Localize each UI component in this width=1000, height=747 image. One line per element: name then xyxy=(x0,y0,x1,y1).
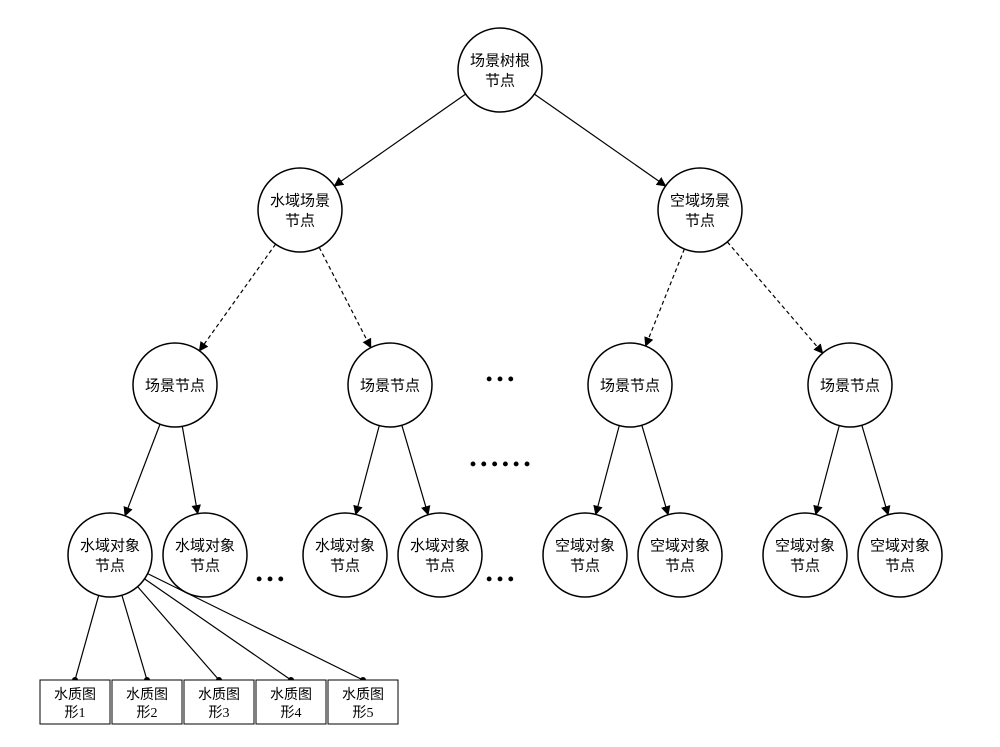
svg-text:形2: 形2 xyxy=(137,705,158,721)
edge-s4-a4 xyxy=(862,425,888,514)
node-w4: 水域对象节点 xyxy=(398,513,482,597)
edge-air-s3 xyxy=(646,249,685,346)
svg-text:水域场景: 水域场景 xyxy=(270,192,330,209)
edge-water-s1 xyxy=(199,244,275,351)
leaf-edge xyxy=(122,595,147,680)
edge-s4-a3 xyxy=(816,426,840,515)
svg-text:水质图: 水质图 xyxy=(342,687,384,703)
svg-text:水域对象: 水域对象 xyxy=(315,537,375,554)
svg-text:形1: 形1 xyxy=(65,705,86,721)
edge-s2-w3 xyxy=(356,426,380,515)
svg-text:水质图: 水质图 xyxy=(198,687,240,703)
svg-text:空域对象: 空域对象 xyxy=(775,537,835,554)
node-air: 空域场景节点 xyxy=(658,168,742,252)
node-root: 场景树根节点 xyxy=(458,28,542,112)
leaf-5: 水质图形5 xyxy=(328,680,398,724)
svg-text:水域对象: 水域对象 xyxy=(80,537,140,554)
node-water: 水域场景节点 xyxy=(258,168,342,252)
svg-text:节点: 节点 xyxy=(885,557,915,574)
leaf-edge xyxy=(138,587,219,680)
svg-text:水质图: 水质图 xyxy=(270,687,312,703)
svg-text:节点: 节点 xyxy=(485,72,515,89)
svg-text:场景节点: 场景节点 xyxy=(820,377,880,394)
svg-text:节点: 节点 xyxy=(95,557,125,574)
svg-text:形3: 形3 xyxy=(209,705,230,721)
svg-text:空域对象: 空域对象 xyxy=(555,537,615,554)
svg-text:节点: 节点 xyxy=(685,212,715,229)
node-s1: 场景节点 xyxy=(133,343,217,427)
node-w2: 水域对象节点 xyxy=(163,513,247,597)
svg-text:水域对象: 水域对象 xyxy=(175,537,235,554)
svg-text:空域对象: 空域对象 xyxy=(650,537,710,554)
svg-text:节点: 节点 xyxy=(570,557,600,574)
node-a2: 空域对象节点 xyxy=(638,513,722,597)
node-s4: 场景节点 xyxy=(808,343,892,427)
svg-text:水质图: 水质图 xyxy=(54,687,96,703)
ellipsis: • • • xyxy=(256,569,284,589)
leaf-4: 水质图形4 xyxy=(256,680,326,724)
leaf-2: 水质图形2 xyxy=(112,680,182,724)
svg-text:节点: 节点 xyxy=(285,212,315,229)
svg-text:场景节点: 场景节点 xyxy=(600,377,660,394)
svg-text:节点: 节点 xyxy=(665,557,695,574)
ellipsis: • • • xyxy=(486,369,514,389)
svg-text:空域场景: 空域场景 xyxy=(670,192,730,209)
leaf-1: 水质图形1 xyxy=(40,680,110,724)
svg-text:形4: 形4 xyxy=(281,705,302,721)
svg-text:形5: 形5 xyxy=(353,705,374,721)
svg-text:节点: 节点 xyxy=(330,557,360,574)
edge-water-s2 xyxy=(319,247,371,347)
node-a1: 空域对象节点 xyxy=(543,513,627,597)
svg-text:场景节点: 场景节点 xyxy=(145,377,205,394)
svg-text:节点: 节点 xyxy=(425,557,455,574)
svg-text:水域对象: 水域对象 xyxy=(410,537,470,554)
edge-s3-a2 xyxy=(642,425,668,514)
ellipsis: • • • xyxy=(486,569,514,589)
edge-s3-a1 xyxy=(596,426,620,515)
edge-s1-w2 xyxy=(182,426,197,513)
svg-text:场景节点: 场景节点 xyxy=(360,377,420,394)
edge-air-s4 xyxy=(727,242,822,353)
svg-text:场景树根: 场景树根 xyxy=(470,52,530,69)
svg-text:水质图: 水质图 xyxy=(126,687,168,703)
node-w1: 水域对象节点 xyxy=(68,513,152,597)
edge-s1-w1 xyxy=(125,424,160,516)
edge-root-water xyxy=(334,94,465,186)
ellipsis: • • • • • • xyxy=(470,454,530,474)
tree-diagram: 场景树根节点水域场景节点空域场景节点场景节点场景节点场景节点场景节点水域对象节点… xyxy=(0,0,1000,747)
node-s2: 场景节点 xyxy=(348,343,432,427)
svg-text:节点: 节点 xyxy=(790,557,820,574)
node-w3: 水域对象节点 xyxy=(303,513,387,597)
node-a4: 空域对象节点 xyxy=(858,513,942,597)
edge-s2-w4 xyxy=(402,425,428,514)
edge-root-air xyxy=(534,94,665,186)
leaf-3: 水质图形3 xyxy=(184,680,254,724)
node-a3: 空域对象节点 xyxy=(763,513,847,597)
svg-text:空域对象: 空域对象 xyxy=(870,537,930,554)
svg-text:节点: 节点 xyxy=(190,557,220,574)
leaf-edge xyxy=(75,595,99,680)
node-s3: 场景节点 xyxy=(588,343,672,427)
